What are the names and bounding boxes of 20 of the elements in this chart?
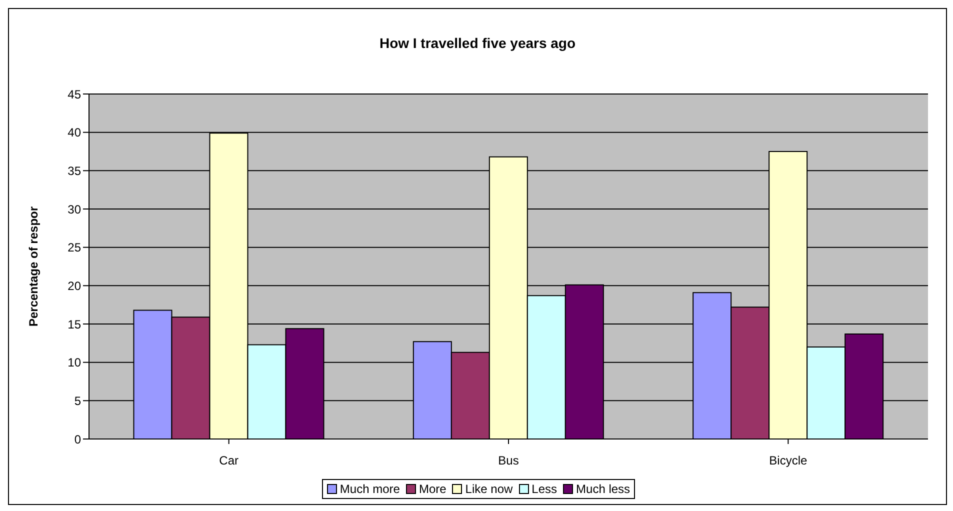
chart-title: How I travelled five years ago	[378, 35, 577, 51]
legend-label: Much more	[338, 482, 400, 496]
y-tick-label: 20	[68, 278, 82, 293]
y-tick-label: 0	[74, 432, 82, 446]
y-axis-title: Percentage of respor	[26, 206, 40, 327]
y-tick-label: 45	[68, 87, 82, 102]
legend-label: Less	[530, 482, 558, 496]
y-tick-label: 5	[74, 394, 82, 408]
y-tick-label: 40	[68, 126, 82, 140]
y-tick-label: 15	[68, 317, 82, 332]
legend-label: Much less	[575, 482, 630, 496]
y-tick-label: 30	[68, 202, 82, 216]
x-tick-label: Car	[219, 454, 239, 468]
y-tick-label: 10	[68, 356, 82, 370]
x-tick-label: Bicycle	[769, 454, 808, 468]
x-tick-label: Bus	[498, 454, 519, 468]
y-tick-label: 35	[68, 164, 82, 178]
y-tick-label: 25	[68, 240, 82, 255]
legend-label: More	[418, 482, 446, 496]
legend-label: Like now	[464, 482, 513, 496]
